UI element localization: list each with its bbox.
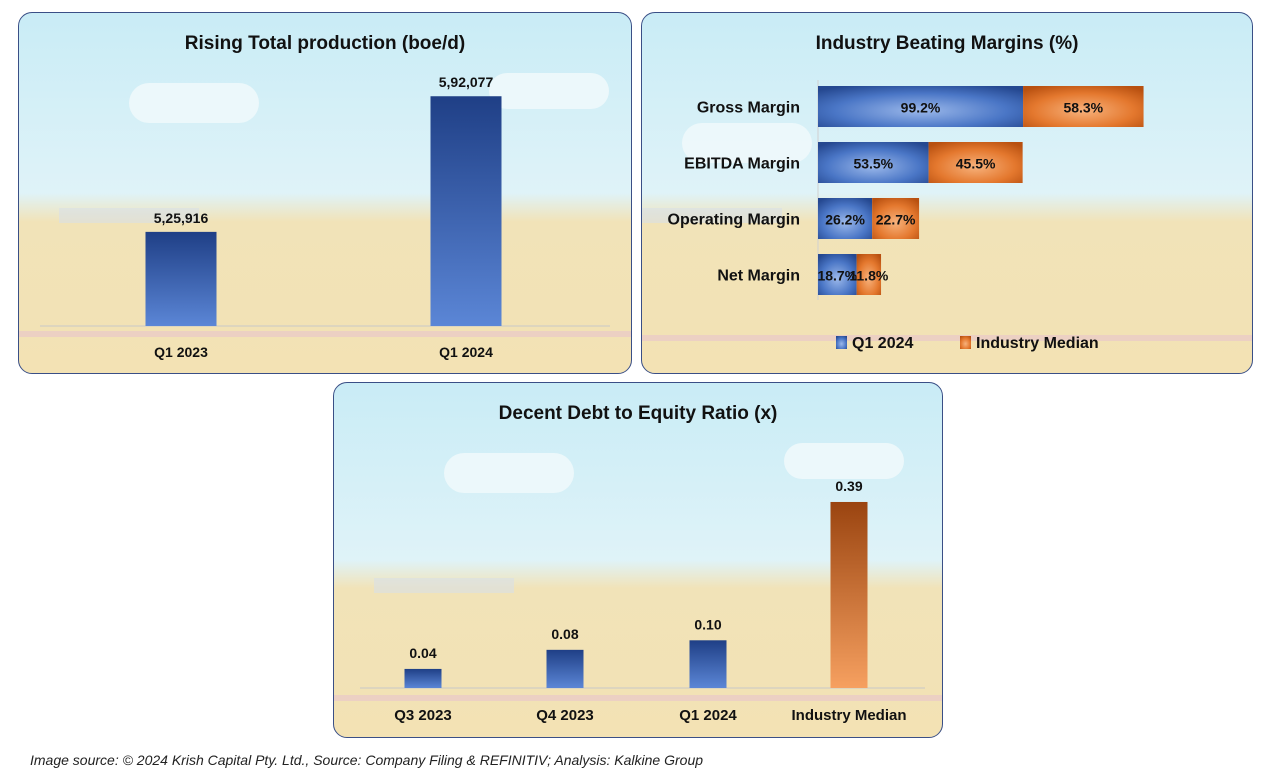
bar-industry-median bbox=[856, 254, 882, 295]
data-label: 53.5% bbox=[853, 156, 893, 172]
data-label: 22.7% bbox=[876, 212, 916, 228]
bar-q1-2024 bbox=[818, 142, 929, 183]
data-label: 58.3% bbox=[1063, 100, 1103, 116]
x-tick-label: Industry Median bbox=[791, 707, 906, 724]
data-label: 5,25,916 bbox=[154, 210, 209, 226]
chart-title: Decent Debt to Equity Ratio (x) bbox=[498, 403, 778, 424]
data-label: 18.7% bbox=[817, 268, 857, 284]
data-label: 5,92,077 bbox=[439, 74, 494, 90]
data-label: 0.39 bbox=[835, 478, 862, 494]
x-tick-label: Q1 2024 bbox=[439, 344, 493, 360]
x-tick-label: Q1 2024 bbox=[679, 707, 737, 724]
chart-title: Industry Beating Margins (%) bbox=[815, 33, 1079, 54]
y-tick-label: Net Margin bbox=[717, 268, 800, 285]
footer-source: Image source: © 2024 Krish Capital Pty. … bbox=[30, 752, 704, 768]
bar-industry-median bbox=[830, 501, 868, 688]
bar-q3-2023 bbox=[404, 668, 442, 688]
data-label: 0.10 bbox=[694, 616, 721, 632]
bar-q4-2023 bbox=[546, 649, 584, 688]
data-label: 0.04 bbox=[409, 645, 436, 661]
x-tick-label: Q3 2023 bbox=[394, 707, 452, 724]
legend-label: Industry Median bbox=[976, 335, 1099, 352]
legend-label: Q1 2024 bbox=[852, 335, 913, 352]
bar-industry-median bbox=[1023, 86, 1144, 127]
data-label: 0.08 bbox=[551, 626, 578, 642]
x-tick-label: Q1 2023 bbox=[154, 344, 208, 360]
data-label: 26.2% bbox=[825, 212, 865, 228]
bar-industry-median bbox=[872, 198, 920, 239]
bar-industry-median bbox=[928, 142, 1023, 183]
production-panel: Rising Total production (boe/d) bbox=[18, 12, 632, 374]
margins-panel: Industry Beating Margins (%) bbox=[641, 12, 1253, 374]
data-label: 99.2% bbox=[901, 100, 941, 116]
x-tick-label: Q4 2023 bbox=[536, 707, 594, 724]
y-tick-label: EBITDA Margin bbox=[684, 156, 800, 173]
data-label: 45.5% bbox=[956, 156, 996, 172]
bar-q1-2024 bbox=[430, 96, 502, 326]
legend-swatch-q1-2024 bbox=[836, 336, 847, 349]
data-label: 11.8% bbox=[849, 268, 888, 284]
legend-swatch-industry-median bbox=[960, 336, 971, 349]
bar-q1-2023 bbox=[145, 231, 217, 326]
bar-q1-2024 bbox=[818, 86, 1024, 127]
chart-title: Rising Total production (boe/d) bbox=[184, 33, 466, 54]
y-tick-label: Gross Margin bbox=[697, 100, 800, 117]
bar-q1-2024 bbox=[689, 640, 727, 688]
bar-q1-2024 bbox=[818, 254, 857, 295]
y-tick-label: Operating Margin bbox=[668, 212, 800, 229]
bar-q1-2024 bbox=[818, 198, 873, 239]
